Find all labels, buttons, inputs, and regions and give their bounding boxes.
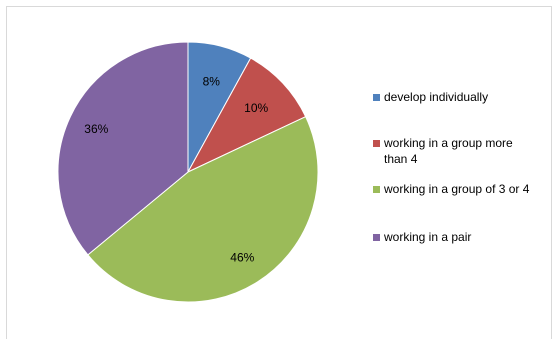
pie-slices [57,41,319,303]
legend-swatch [373,94,380,101]
data-label: 36% [84,122,108,136]
data-label: 8% [203,74,221,88]
legend-swatch [373,140,380,147]
legend-label: develop individually [384,90,489,104]
pie-slice-working-in-a-group-of-3-or-4 [87,115,319,303]
legend-swatch [373,234,380,241]
data-label: 10% [244,101,268,115]
legend-swatch [373,186,380,193]
pie-slice-working-in-a-pair [57,41,189,256]
pie-slice-working-in-a-group-more-than-4 [186,57,307,174]
legend-label: working in a group more than 4 [384,136,513,166]
legend-item-develop-individually: develop individually [373,89,538,105]
data-label: 46% [230,251,254,265]
legend-item-group-more-than-4: working in a group more than 4 [373,135,538,167]
legend-item-group-of-3-or-4: working in a group of 3 or 4 [373,181,538,197]
pie-data-labels: 8% 10% 46% 36% [84,74,268,264]
legend-item-pair: working in a pair [373,229,538,245]
legend-label: working in a group of 3 or 4 [384,182,530,196]
legend-label: working in a pair [384,230,472,244]
